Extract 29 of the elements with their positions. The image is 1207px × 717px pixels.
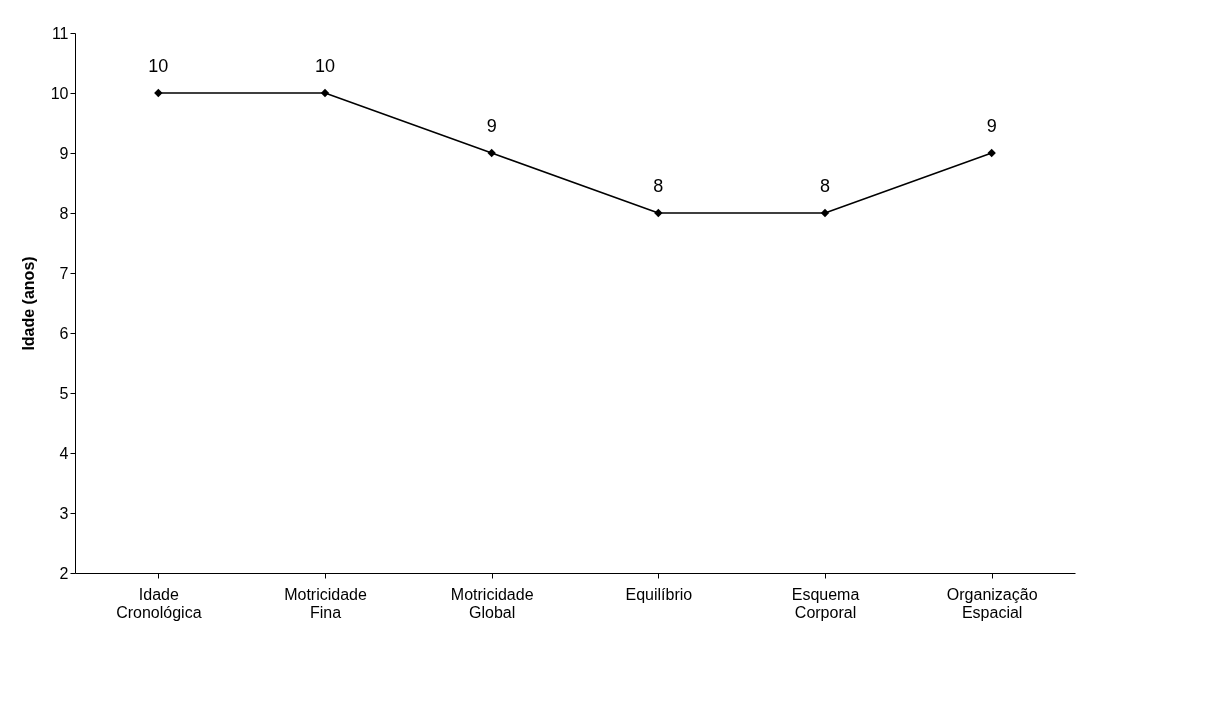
x-tick-label: Motricidade Global [450, 585, 534, 621]
y-tick-label: 4 [59, 444, 69, 462]
point [154, 88, 163, 98]
point [820, 208, 830, 218]
x-tick-label: Esquema Corporal [791, 585, 860, 621]
data-label: 9 [486, 116, 497, 136]
x-tick-label: Motricidade Fina [284, 585, 367, 621]
data-label: 9 [986, 116, 997, 136]
y-tick-label: 8 [59, 204, 69, 222]
x-tick-label: Idade Cronológica [116, 585, 202, 621]
y-axis-title: Idade (anos) [19, 256, 37, 351]
y-tick-label: 10 [50, 84, 69, 102]
data-label: 8 [819, 176, 831, 196]
point [987, 148, 996, 158]
data-label: 10 [148, 56, 169, 76]
y-tick-label: 6 [59, 324, 69, 342]
y-tick-label: 7 [59, 264, 69, 282]
data-label: 8 [653, 176, 664, 196]
y-tick-label: 3 [59, 504, 69, 522]
y-tick-label: 9 [59, 144, 69, 162]
y-tick-label: 11 [51, 24, 69, 42]
y-tick-label: 5 [59, 384, 69, 402]
point [487, 148, 496, 158]
y-tick-label: 2 [59, 564, 69, 582]
point [320, 88, 330, 98]
x-tick-label: Equilíbrio [625, 585, 693, 603]
x-tick-label: Organização Espacial [946, 585, 1038, 621]
data-label: 10 [314, 56, 336, 76]
point [654, 208, 663, 218]
